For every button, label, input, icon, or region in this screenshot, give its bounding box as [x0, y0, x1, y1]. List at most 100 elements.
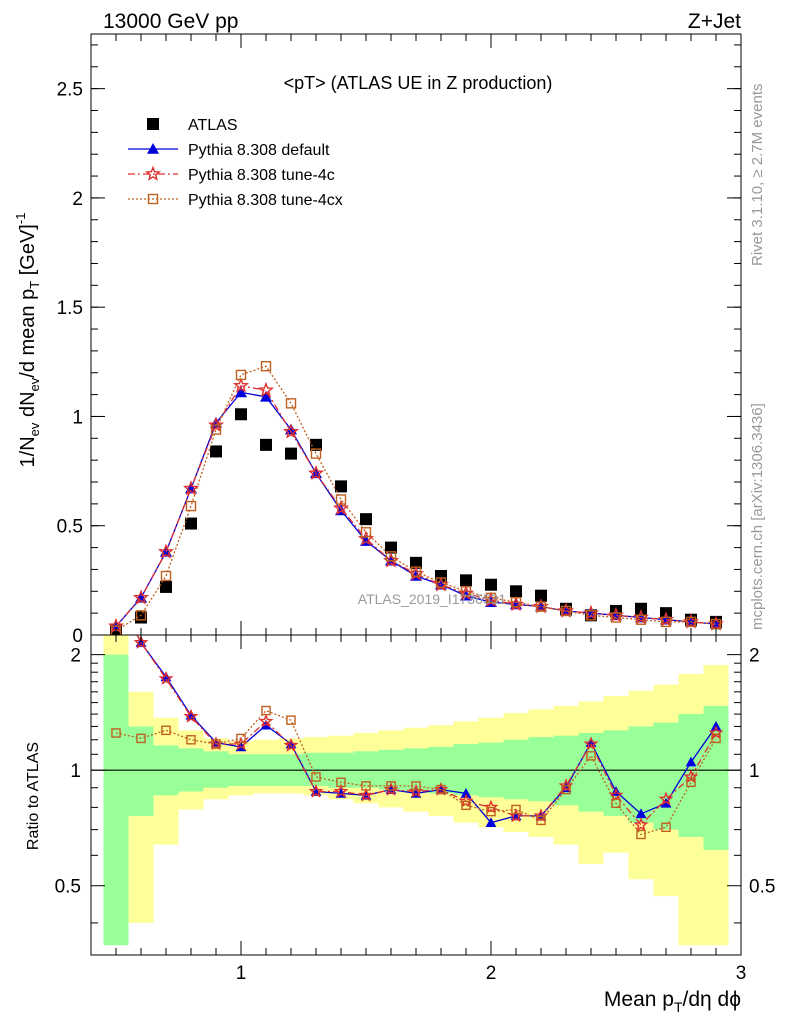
ratio-point-pythia-8-308-tune-4c — [533, 808, 549, 823]
ratio-point-pythia-8-308-default — [660, 797, 672, 808]
x-axis-label: Mean pT/dη dϕ — [604, 988, 741, 1015]
legend-entry-pythia-8-308-tune-4c: Pythia 8.308 tune-4c — [128, 165, 335, 184]
legend: ATLAS Pythia 8.308 default Pythia 8.308 tu… — [128, 117, 343, 209]
data-point-pythia-8-308-tune-4cx — [535, 601, 547, 612]
ratio-point-pythia-8-308-tune-4cx — [136, 733, 146, 744]
ratio-series-pythia-8-308-tune-4cx — [111, 705, 721, 840]
ratio-series-group — [111, 635, 724, 840]
data-point-pythia-8-308-tune-4cx — [685, 616, 697, 628]
ratio-point-pythia-8-308-tune-4c — [683, 769, 699, 784]
ratio-point-pythia-8-308-tune-4cx — [336, 777, 346, 788]
ratio-point-pythia-8-308-tune-4cx — [361, 781, 371, 791]
ratio-series-pythia-8-308-tune-4c — [133, 635, 724, 832]
data-point-atlas — [310, 438, 322, 451]
ratio-point-pythia-8-308-tune-4c — [133, 635, 149, 649]
main-y-tick-label: 1 — [72, 407, 83, 428]
ratio-axes: 0.5 0.5 1 1 2 2 1 2 3 — [55, 634, 775, 984]
data-point-pythia-8-308-tune-4cx — [460, 586, 472, 597]
ratio-point-pythia-8-308-tune-4cx — [236, 733, 246, 744]
ratio-point-pythia-8-308-tune-4cx — [636, 829, 646, 840]
ratio-point-pythia-8-308-tune-4cx — [111, 728, 121, 738]
ratio-point-pythia-8-308-default — [635, 808, 647, 819]
data-point-pythia-8-308-tune-4cx — [235, 369, 247, 381]
ratio-point-pythia-8-308-tune-4cx — [686, 777, 696, 788]
legend-entry-atlas: ATLAS — [147, 117, 238, 134]
main-y-tick-label: 0 — [72, 626, 83, 647]
legend-marker — [147, 143, 159, 154]
legend-label: Pythia 8.308 tune-4cx — [188, 192, 343, 209]
legend-marker — [144, 165, 162, 181]
data-point-atlas — [460, 574, 472, 587]
data-point-pythia-8-308-tune-4cx — [435, 577, 447, 588]
ratio-point-pythia-8-308-tune-4cx — [286, 715, 296, 725]
data-point-pythia-8-308-tune-4cx — [260, 360, 272, 372]
ratio-y-tick-label-right: 0.5 — [749, 877, 775, 898]
main-y-tick-label: 0.5 — [57, 517, 83, 538]
ratio-data-layer — [111, 635, 724, 840]
ratio-point-pythia-8-308-tune-4c — [483, 799, 499, 814]
ratio-line-pythia-8-308-tune-4cx — [115, 709, 717, 836]
data-point-pythia-8-308-tune-4cx — [410, 566, 422, 577]
ratio-point-pythia-8-308-tune-4cx — [461, 800, 471, 811]
data-point-atlas — [435, 569, 447, 582]
ratio-point-pythia-8-308-default — [485, 817, 497, 827]
data-point-pythia-8-308-tune-4cx — [185, 500, 197, 512]
ratio-point-pythia-8-308-tune-4c — [183, 708, 199, 723]
ratio-point-pythia-8-308-tune-4c — [608, 787, 624, 802]
data-point-atlas — [510, 585, 522, 598]
ratio-point-pythia-8-308-tune-4c — [258, 713, 274, 728]
data-point-atlas — [335, 480, 347, 493]
ratio-point-pythia-8-308-tune-4cx — [211, 739, 221, 749]
data-point-pythia-8-308-tune-4c — [282, 423, 300, 439]
mcplots-reference-label: mcplots.cern.ch [arXiv:1306.3436] — [749, 403, 766, 630]
legend-marker — [147, 193, 159, 205]
data-point-atlas — [185, 517, 197, 530]
main-y-tick-label: 1.5 — [57, 298, 83, 319]
ratio-y-axis-label: Ratio to ATLAS — [25, 742, 42, 850]
main-y-tick-label: 2 — [72, 189, 83, 210]
header-right: Z+Jet — [688, 10, 741, 33]
ratio-point-pythia-8-308-tune-4cx — [511, 804, 521, 815]
ratio-point-pythia-8-308-tune-4cx — [411, 781, 421, 791]
ratio-point-pythia-8-308-tune-4c — [283, 737, 299, 752]
data-point-pythia-8-308-tune-4cx — [610, 612, 622, 623]
ratio-point-pythia-8-308-tune-4cx — [611, 798, 621, 809]
data-point-pythia-8-308-tune-4cx — [310, 448, 322, 459]
data-point-pythia-8-308-tune-4c — [157, 543, 175, 559]
ratio-point-pythia-8-308-tune-4cx — [536, 815, 546, 826]
ratio-point-pythia-8-308-tune-4cx — [186, 735, 196, 745]
ratio-point-pythia-8-308-default — [685, 756, 697, 767]
ratio-panel: 0.5 0.5 1 1 2 2 1 2 3 Ratio to ATLAS Mean pT/dη … — [25, 634, 775, 1015]
ratio-point-pythia-8-308-tune-4c — [458, 793, 474, 808]
rivet-version-label: Rivet 3.1.10, ≥ 2.7M events — [749, 84, 766, 267]
data-point-pythia-8-308-tune-4c — [332, 499, 350, 516]
x-tick-label: 3 — [736, 963, 747, 984]
legend-entry-pythia-8-308-default: Pythia 8.308 default — [128, 142, 330, 159]
data-point-pythia-8-308-tune-4cx — [360, 527, 372, 538]
data-point-atlas — [360, 513, 372, 526]
data-point-pythia-8-308-tune-4cx — [635, 614, 647, 625]
x-tick-label: 1 — [236, 963, 247, 984]
ratio-point-pythia-8-308-tune-4cx — [161, 725, 171, 736]
ratio-point-pythia-8-308-tune-4c — [658, 791, 674, 806]
data-point-pythia-8-308-tune-4cx — [385, 551, 397, 562]
ratio-point-pythia-8-308-tune-4c — [633, 817, 649, 832]
ratio-band-green — [603, 730, 629, 816]
ratio-y-tick-label-right: 1 — [749, 761, 760, 782]
ratio-point-pythia-8-308-tune-4c — [708, 725, 724, 740]
data-point-atlas — [160, 580, 172, 593]
legend-label: Pythia 8.308 default — [188, 142, 330, 159]
ratio-point-pythia-8-308-tune-4cx — [661, 822, 671, 833]
header-left: 13000 GeV pp — [103, 10, 238, 33]
ratio-point-pythia-8-308-tune-4cx — [486, 806, 496, 817]
data-point-pythia-8-308-tune-4cx — [335, 494, 347, 505]
ratio-band-green — [653, 722, 679, 830]
data-point-pythia-8-308-tune-4cx — [135, 610, 147, 621]
data-point-atlas — [535, 589, 547, 602]
ratio-point-pythia-8-308-tune-4cx — [386, 781, 396, 791]
data-point-atlas — [235, 408, 247, 421]
data-point-pythia-8-308-tune-4cx — [210, 424, 222, 435]
main-y-axis-label: 1/Nev dNev/d mean pT [GeV]-1 — [13, 213, 42, 468]
data-point-pythia-8-308-default — [260, 390, 272, 402]
